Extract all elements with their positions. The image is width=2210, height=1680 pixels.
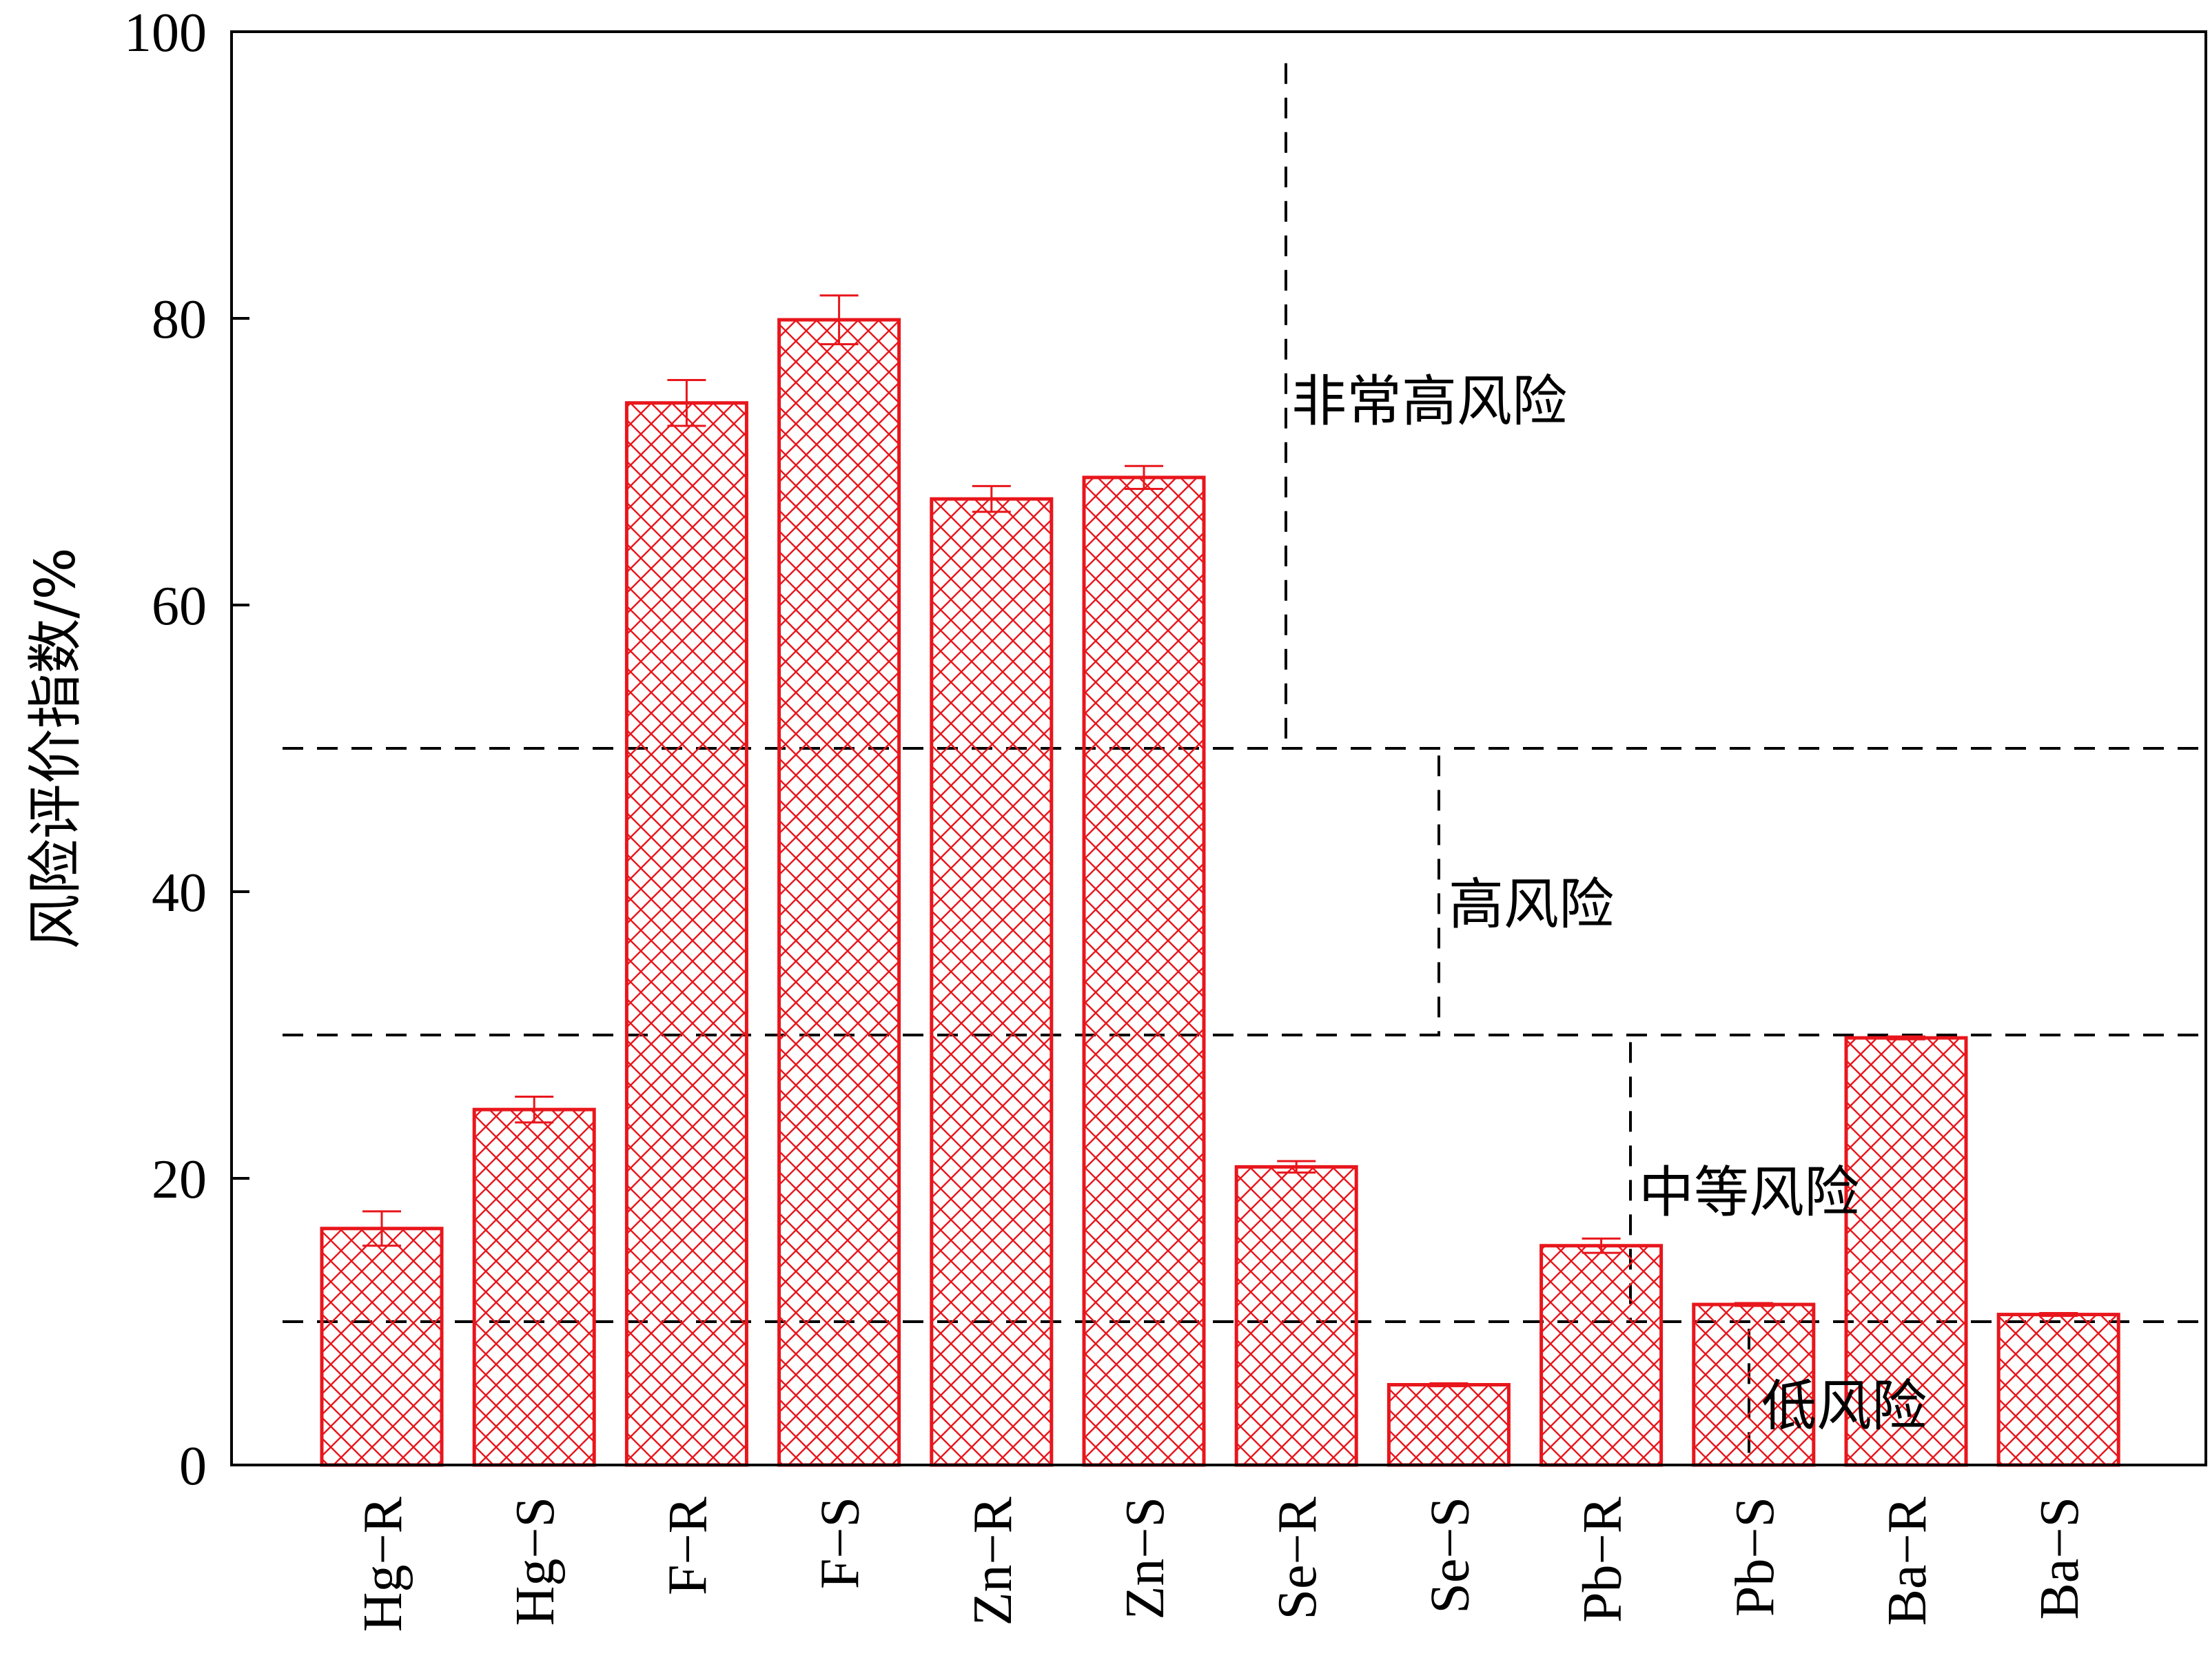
y-tick-label: 80 (152, 289, 207, 350)
error-bar-ba-s (2039, 1312, 2078, 1318)
y-tick-label: 100 (124, 3, 207, 63)
x-tick-label: F−R (657, 1496, 718, 1595)
bar-f-r (624, 401, 748, 1467)
x-axis: Hg−R Hg−S F−R F−S Zn−R Zn−S Se−R Se−S Pb−R Pb−S Ba… (353, 1496, 2090, 1632)
error-bar-f-r (667, 378, 706, 427)
zone-label-high: 高风险 (1449, 872, 1614, 936)
zone-label-very-high: 非常高风险 (1291, 369, 1567, 433)
x-tick-label: Se−R (1267, 1496, 1328, 1619)
y-tick-label: 0 (179, 1436, 207, 1497)
bar-pb-r (1539, 1244, 1664, 1467)
bar-zn-r (930, 497, 1054, 1467)
bar-se-s (1387, 1383, 1511, 1467)
plot-frame (230, 30, 2207, 1466)
error-bar-se-r (1277, 1160, 1316, 1174)
x-tick-label: Ba−R (1877, 1496, 1938, 1626)
bar-hg-s (472, 1107, 596, 1467)
x-tick-label: Pb−R (1573, 1496, 1633, 1623)
error-bar-ba-r (1887, 1035, 1925, 1041)
bars (320, 318, 2120, 1467)
bar-pb-s (1692, 1302, 1816, 1467)
y-tick-label: 60 (152, 576, 207, 637)
error-bar-se-s (1429, 1382, 1469, 1388)
x-tick-label: Ba−S (2029, 1497, 2090, 1619)
x-tick-label: Se−S (1420, 1497, 1480, 1614)
y-tick-label: 40 (152, 863, 207, 923)
error-bar-zn-r (972, 484, 1011, 513)
zone-label-low: 低风险 (1761, 1374, 1927, 1438)
x-tick-label: Zn−S (1115, 1497, 1176, 1619)
x-tick-label: Zn−R (963, 1496, 1023, 1626)
zone-labels: 非常高风险 高风险 中等风险 低风险 (1291, 369, 1927, 1438)
zone-label-medium: 中等风险 (1639, 1160, 1859, 1225)
error-bar-hg-s (515, 1095, 554, 1124)
error-bar-pb-s (1734, 1302, 1773, 1307)
error-bar-hg-r (362, 1210, 401, 1247)
x-tick-label: Hg−R (353, 1496, 413, 1632)
x-tick-label: F−S (810, 1497, 871, 1589)
bar-zn-s (1082, 475, 1206, 1467)
error-bar-f-s (819, 294, 859, 345)
bar-se-r (1234, 1165, 1358, 1467)
y-axis: 0 20 40 60 80 100 (124, 3, 249, 1497)
x-tick-label: Pb−S (1725, 1497, 1786, 1617)
x-tick-label: Hg−S (505, 1497, 566, 1626)
y-tick-label: 20 (152, 1149, 207, 1210)
error-bar-zn-s (1125, 464, 1163, 491)
bar-ba-s (1996, 1313, 2120, 1467)
error-bar-pb-r (1582, 1237, 1621, 1254)
bar-f-s (777, 318, 901, 1467)
bar-hg-r (320, 1227, 444, 1467)
error-bars (362, 294, 2078, 1388)
y-axis-title: 风险评价指数/% (23, 548, 88, 950)
